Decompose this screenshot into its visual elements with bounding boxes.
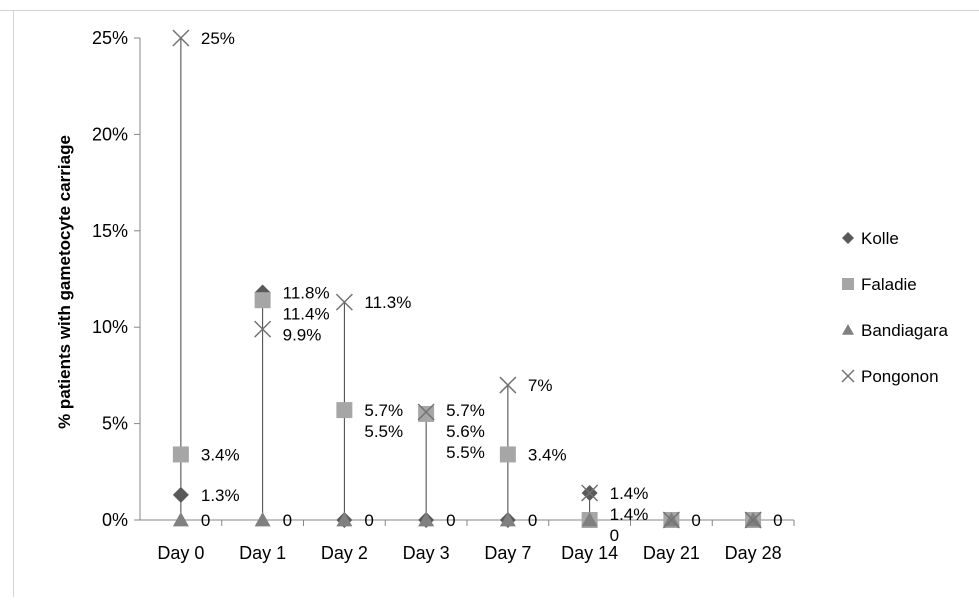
marker-kolle (172, 486, 189, 503)
marker-pongonon (499, 376, 517, 394)
data-label: 1.4% (610, 505, 649, 524)
marker-pongonon (335, 293, 353, 311)
legend-bandiagara-label: Bandiagara (861, 321, 949, 340)
marker-pongonon (581, 484, 599, 502)
data-label: 9.9% (283, 325, 322, 344)
marker-bandiagara (254, 512, 271, 527)
marker-pongonon-stroke-b (335, 293, 353, 311)
marker-bandiagara (499, 512, 516, 527)
marker-bandiagara (172, 512, 189, 527)
data-label: 3.4% (201, 445, 240, 464)
y-axis-ticks: 0% 5% 10% 15% 20% 25% (92, 28, 140, 530)
marker-pongonon-stroke-b (417, 403, 435, 421)
data-label: 11.4% (283, 304, 330, 323)
y-tick-label: 25% (92, 28, 128, 48)
x-tick-label: Day 0 (157, 543, 204, 563)
data-label: 11.8% (283, 283, 330, 302)
legend-faladie-label: Faladie (861, 275, 917, 294)
data-label: 0 (201, 511, 210, 530)
legend-bandiagara-icon (842, 324, 854, 335)
marker-pongonon-stroke-b (581, 484, 599, 502)
data-label: 0 (283, 511, 292, 530)
legend: Kolle Faladie Bandiagara Pongonon (841, 229, 949, 386)
y-tick-label: 20% (92, 124, 128, 144)
x-tick-label: Day 7 (484, 543, 531, 563)
legend-pongonon-icon (841, 369, 855, 383)
marker-pongonon (417, 403, 435, 421)
legend-faladie-icon (842, 278, 854, 290)
marker-faladie (254, 292, 271, 309)
marker-pongonon-stroke-b (662, 511, 680, 529)
data-label: 0 (528, 511, 537, 530)
marker-pongonon (172, 29, 190, 47)
y-tick-label: 0% (102, 510, 128, 530)
data-label: 5.5% (364, 422, 403, 441)
marker-pongonon-stroke-b (172, 29, 190, 47)
y-tick-label: 10% (92, 317, 128, 337)
data-label: 5.6% (446, 422, 485, 441)
marker-faladie (418, 405, 435, 422)
data-label: 1.4% (610, 484, 649, 503)
data-label: 5.7% (446, 401, 485, 420)
data-labels: 25% 3.4% 1.3% 0 11.8% 11.4% 9.9% 0 11.3% 5.7% 5.5%… (201, 29, 783, 545)
marker-pongonon (662, 511, 680, 529)
y-axis-title: % patients with gametocyte carriage (55, 135, 74, 429)
data-label: 0 (446, 511, 455, 530)
marker-bandiagara (581, 512, 598, 527)
data-label: 0 (364, 511, 373, 530)
legend-pongonon-icon-stroke-b (841, 369, 855, 383)
marker-bandiagara (336, 512, 353, 527)
data-label: 11.3% (364, 293, 411, 312)
data-label: 0 (691, 511, 700, 530)
series-markers (172, 29, 762, 529)
x-tick-label: Day 1 (239, 543, 286, 563)
marker-faladie (172, 446, 189, 463)
x-tick-label: Day 3 (403, 543, 450, 563)
legend-pongonon-label: Pongonon (861, 367, 939, 386)
data-label: 25% (201, 29, 235, 48)
x-axis-ticks: Day 0 Day 1 Day 2 Day 3 Day 7 Day 14 Day 21 Day… (157, 520, 795, 563)
y-tick-label: 15% (92, 221, 128, 241)
marker-pongonon (744, 511, 762, 529)
data-label: 5.5% (446, 443, 485, 462)
marker-faladie (336, 402, 353, 419)
marker-pongonon-stroke-b (499, 376, 517, 394)
legend-kolle-label: Kolle (861, 229, 899, 248)
marker-bandiagara (418, 512, 435, 527)
marker-pongonon-stroke-b (744, 511, 762, 529)
x-tick-label: Day 28 (725, 543, 782, 563)
x-tick-label: Day 2 (321, 543, 368, 563)
data-label: 3.4% (528, 445, 567, 464)
x-tick-label: Day 21 (643, 543, 700, 563)
y-tick-label: 5% (102, 414, 128, 434)
data-label: 5.7% (364, 401, 403, 420)
data-label: 0 (610, 526, 619, 545)
data-label: 0 (773, 511, 782, 530)
data-label: 1.3% (201, 486, 240, 505)
marker-pongonon (254, 320, 272, 338)
legend-kolle-icon (842, 232, 854, 244)
marker-faladie (499, 446, 516, 463)
marker-pongonon-stroke-b (254, 320, 272, 338)
data-label: 7% (528, 376, 553, 395)
x-tick-label: Day 14 (561, 543, 618, 563)
